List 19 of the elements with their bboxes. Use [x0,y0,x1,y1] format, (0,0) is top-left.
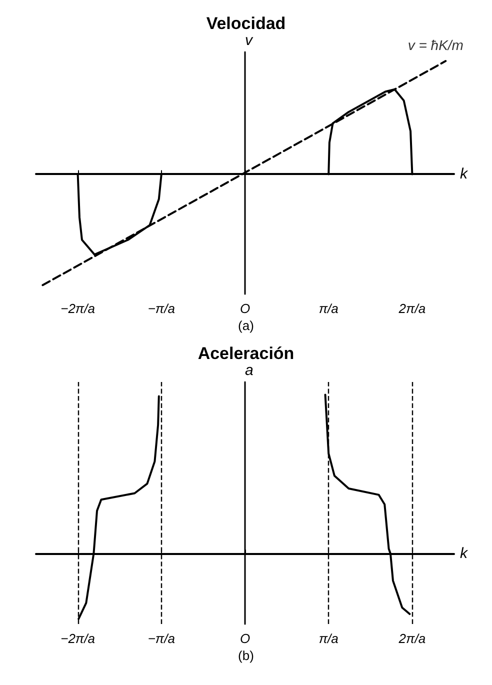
text: (a) [238,318,254,333]
chart-title: Aceleración [198,344,294,363]
x-tick-label: 2π/a [398,301,426,316]
x-tick-label: O [240,631,250,646]
text: (b) [238,648,254,663]
x-tick-label: −2π/a [60,631,95,646]
y-axis-title: v [245,32,254,49]
x-axis-title: k [460,166,469,183]
annotation: v = ħK/m [408,37,464,54]
x-tick-label: −2π/a [60,301,95,316]
x-axis-title: k [460,545,469,562]
x-tick-label: −π/a [148,631,175,646]
x-tick-label: π/a [318,631,338,646]
chart-title: Velocidad [206,14,286,33]
y-axis-title: a [245,362,254,379]
x-tick-label: O [240,301,250,316]
x-tick-label: π/a [318,301,338,316]
x-tick-label: −π/a [148,301,175,316]
x-tick-label: 2π/a [398,631,426,646]
